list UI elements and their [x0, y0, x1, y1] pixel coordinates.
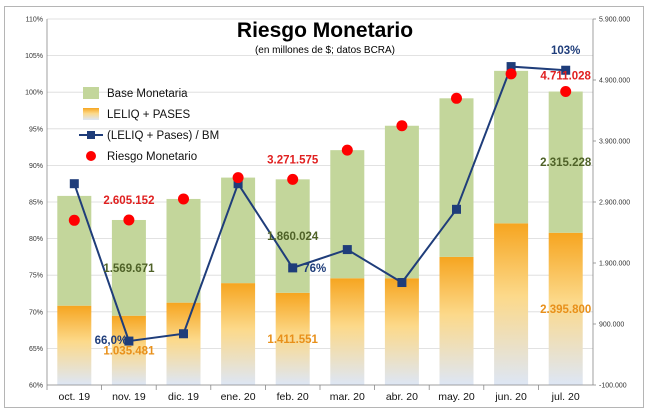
- x-tick-label: may. 20: [438, 391, 475, 403]
- riesgo-monetario-point: [451, 92, 462, 104]
- ratio-marker: [561, 65, 571, 75]
- ratio-marker: [233, 179, 243, 189]
- ratio-marker: [342, 245, 352, 255]
- legend-label: Riesgo Monetario: [107, 151, 197, 163]
- y-left-tick-label: 95%: [29, 126, 43, 133]
- bar-base-monetaria: [275, 179, 310, 293]
- data-label: 2.605.152: [103, 195, 154, 207]
- riesgo-monetario-point: [505, 68, 517, 80]
- y-left-tick-label: 70%: [29, 309, 43, 316]
- data-label: 3.271.575: [267, 154, 319, 166]
- data-label: 4.711.028: [540, 71, 591, 83]
- y-left-tick-label: 105%: [25, 53, 43, 60]
- riesgo-monetario-point: [68, 214, 80, 226]
- ratio-marker: [288, 263, 298, 273]
- y-left-tick-label: 90%: [29, 163, 43, 170]
- bar-leliq-pases: [221, 283, 256, 385]
- legend-swatch-leliq-pases: [83, 108, 99, 120]
- y-left-tick-label: 65%: [29, 346, 43, 353]
- bar-leliq-pases: [384, 278, 419, 385]
- data-label: 1.035.481: [103, 345, 155, 357]
- legend-swatch-base-monetaria: [83, 87, 99, 99]
- x-tick-label: jul. 20: [551, 391, 580, 403]
- ratio-marker: [124, 336, 134, 346]
- legend-swatch-riesgo-monetario: [86, 151, 96, 161]
- x-tick-label: mar. 20: [330, 391, 365, 403]
- y-left-tick-label: 85%: [29, 200, 43, 207]
- data-label: 76%: [303, 263, 326, 275]
- y-right-tick-label: 900.000: [599, 322, 624, 329]
- y-left-tick-label: 110%: [26, 17, 43, 24]
- data-label: 1.860.024: [267, 231, 319, 243]
- riesgo-monetario-point: [396, 120, 408, 132]
- riesgo-monetario-point: [178, 193, 189, 205]
- y-left-tick-label: 100%: [25, 90, 43, 97]
- bar-leliq-pases: [330, 278, 365, 385]
- chart-title: Riesgo Monetario: [237, 19, 413, 42]
- bar-base-monetaria: [111, 219, 146, 316]
- bar-base-monetaria: [221, 177, 256, 284]
- ratio-marker: [69, 179, 79, 189]
- bar-base-monetaria: [166, 198, 201, 303]
- data-label: 1.569.671: [103, 263, 155, 275]
- bar-leliq-pases: [548, 232, 583, 385]
- ratio-marker: [179, 329, 188, 339]
- data-label: 66,0%: [95, 335, 128, 347]
- bar-base-monetaria: [330, 150, 365, 279]
- ratio-marker: [506, 62, 516, 72]
- x-tick-label: jun. 20: [494, 391, 527, 403]
- chart-container: 60% 65% 70% 75% 80% 85% 90% 95% 100% 105% 110% -100…: [4, 6, 644, 408]
- bar-leliq-pases: [57, 305, 92, 385]
- legend-label: LELIQ + PASES: [107, 109, 191, 121]
- ratio-marker: [397, 278, 407, 288]
- bar-leliq-pases: [439, 256, 474, 385]
- bar-base-monetaria: [494, 70, 529, 224]
- data-label: 2.395.800: [540, 304, 591, 316]
- legend-label: (LELIQ + Pases) / BM: [107, 130, 219, 142]
- bar-leliq-pases: [166, 302, 201, 385]
- y-left-tick-label: 75%: [29, 273, 43, 280]
- x-tick-label: abr. 20: [386, 391, 418, 403]
- data-label: 103%: [551, 45, 580, 57]
- bar-leliq-pases: [494, 223, 529, 385]
- riesgo-monetario-point: [232, 172, 244, 184]
- x-tick-label: nov. 19: [112, 391, 146, 403]
- data-label: 2.315.228: [540, 157, 592, 169]
- y-left-tick-label: 80%: [29, 236, 43, 243]
- riesgo-monetario-point: [287, 173, 299, 185]
- riesgo-monetario-point: [341, 144, 353, 156]
- bar-base-monetaria: [57, 195, 92, 306]
- y-right-tick-label: 2.900.000: [599, 200, 630, 207]
- x-tick-label: oct. 19: [59, 391, 91, 403]
- y-right-tick-label: 5.900.000: [599, 17, 630, 24]
- chart-subtitle: (en millones de $; datos BCRA): [255, 45, 395, 56]
- y-right-tick-label: 1.900.000: [599, 261, 630, 268]
- ratio-line: [73, 65, 566, 343]
- y-right-tick-label: 3.900.000: [599, 139, 630, 146]
- riesgo-monetario-point: [123, 214, 135, 226]
- bar-base-monetaria: [548, 91, 583, 233]
- ratio-marker: [452, 204, 461, 214]
- x-tick-label: dic. 19: [168, 391, 199, 403]
- y-right-tick-label: -100.000: [599, 383, 627, 390]
- bar-base-monetaria: [384, 125, 419, 279]
- bar-leliq-pases: [111, 315, 146, 385]
- x-tick-label: ene. 20: [221, 391, 256, 403]
- data-label: 1.411.551: [267, 334, 318, 346]
- legend-swatch-ratio-marker: [87, 131, 95, 139]
- bar-leliq-pases: [275, 292, 310, 385]
- x-tick-label: feb. 20: [277, 391, 309, 403]
- y-left-tick-label: 60%: [29, 383, 43, 390]
- riesgo-monetario-point: [560, 86, 572, 98]
- y-right-tick-label: 4.900.000: [599, 78, 630, 85]
- legend-label: Base Monetaria: [107, 88, 188, 100]
- riesgo-monetario-chart: 60% 65% 70% 75% 80% 85% 90% 95% 100% 105% 110% -100…: [25, 17, 630, 404]
